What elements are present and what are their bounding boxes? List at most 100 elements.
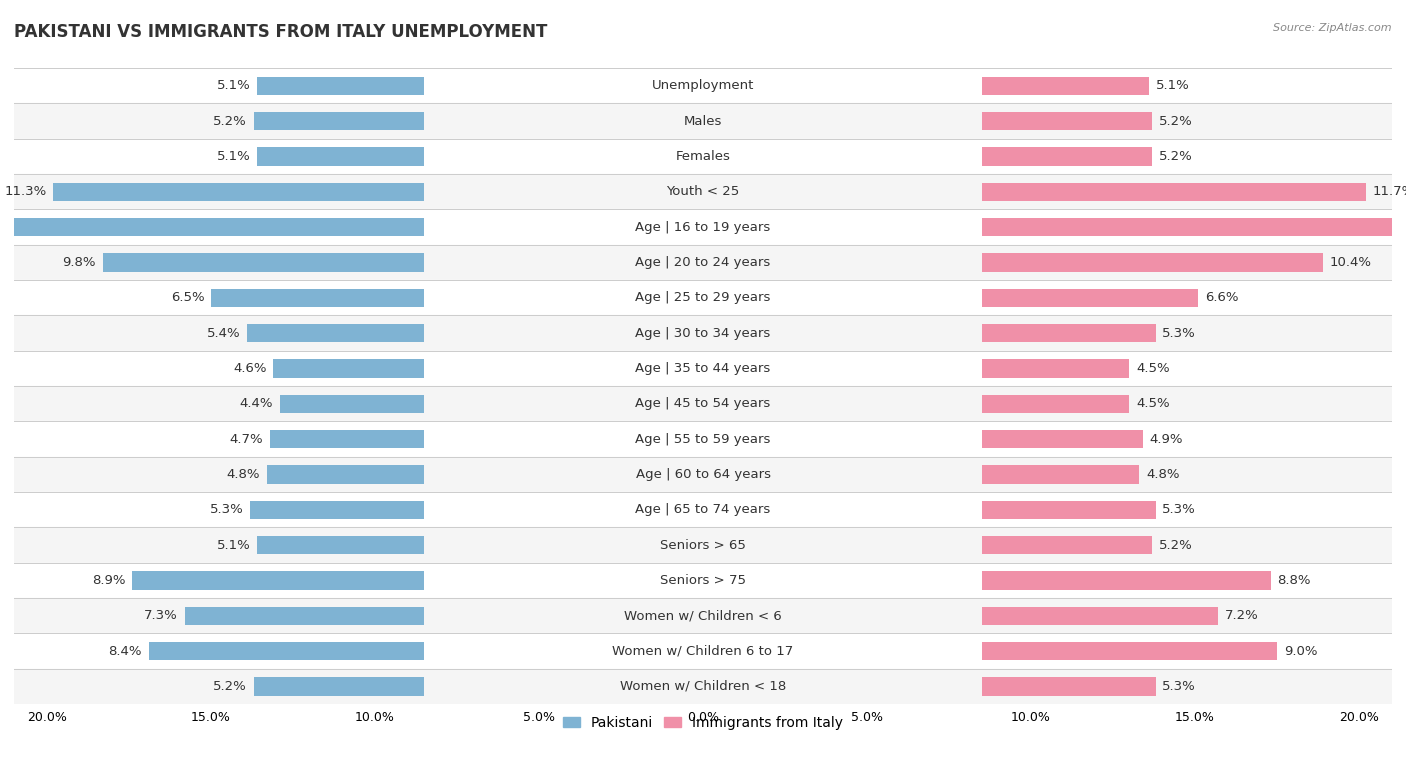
Text: Seniors > 65: Seniors > 65 xyxy=(659,538,747,552)
Text: 6.5%: 6.5% xyxy=(170,291,204,304)
Text: Age | 16 to 19 years: Age | 16 to 19 years xyxy=(636,220,770,234)
Text: 7.2%: 7.2% xyxy=(1225,609,1258,622)
Text: 4.9%: 4.9% xyxy=(1149,432,1182,446)
Text: 5.2%: 5.2% xyxy=(214,680,247,693)
Bar xyxy=(981,288,1198,307)
Text: Women w/ Children < 6: Women w/ Children < 6 xyxy=(624,609,782,622)
Bar xyxy=(0,174,1406,210)
Text: 5.2%: 5.2% xyxy=(1159,538,1192,552)
Bar xyxy=(184,606,425,625)
Bar xyxy=(0,492,1406,528)
Bar xyxy=(981,500,1156,519)
Bar xyxy=(0,139,1406,174)
Bar xyxy=(0,350,1406,386)
Bar xyxy=(211,288,425,307)
Text: Unemployment: Unemployment xyxy=(652,79,754,92)
Text: Source: ZipAtlas.com: Source: ZipAtlas.com xyxy=(1274,23,1392,33)
Bar xyxy=(0,634,1406,668)
Bar xyxy=(257,76,425,95)
Bar xyxy=(0,210,1406,245)
Text: 9.8%: 9.8% xyxy=(63,256,96,269)
Text: 4.5%: 4.5% xyxy=(1136,362,1170,375)
Text: Age | 60 to 64 years: Age | 60 to 64 years xyxy=(636,468,770,481)
Bar xyxy=(981,642,1277,660)
Bar xyxy=(0,386,1406,422)
Bar xyxy=(981,148,1153,166)
Bar xyxy=(981,678,1156,696)
Bar xyxy=(0,456,1406,492)
Bar xyxy=(270,430,425,448)
Bar xyxy=(0,316,1406,350)
Bar xyxy=(53,182,425,201)
Text: Females: Females xyxy=(675,150,731,163)
Bar xyxy=(0,245,1406,280)
Bar xyxy=(981,466,1139,484)
Bar xyxy=(0,422,1406,456)
Text: 9.0%: 9.0% xyxy=(1284,644,1317,658)
Text: Age | 20 to 24 years: Age | 20 to 24 years xyxy=(636,256,770,269)
Bar xyxy=(981,536,1153,554)
Bar xyxy=(132,572,425,590)
Bar xyxy=(981,218,1406,236)
Text: 4.7%: 4.7% xyxy=(229,432,263,446)
Bar xyxy=(0,280,1406,316)
Legend: Pakistani, Immigrants from Italy: Pakistani, Immigrants from Italy xyxy=(558,710,848,735)
Text: 4.8%: 4.8% xyxy=(1146,468,1180,481)
Text: 8.4%: 8.4% xyxy=(108,644,142,658)
Text: 5.3%: 5.3% xyxy=(209,503,243,516)
Text: Youth < 25: Youth < 25 xyxy=(666,185,740,198)
Bar xyxy=(981,606,1218,625)
Bar xyxy=(257,148,425,166)
Bar xyxy=(280,394,425,413)
Bar xyxy=(981,112,1153,130)
Text: 10.4%: 10.4% xyxy=(1330,256,1372,269)
Bar xyxy=(0,598,1406,634)
Bar xyxy=(981,572,1271,590)
Text: Males: Males xyxy=(683,114,723,128)
Bar xyxy=(273,360,425,378)
Text: Seniors > 75: Seniors > 75 xyxy=(659,574,747,587)
Bar xyxy=(0,218,425,236)
Bar xyxy=(981,182,1365,201)
Bar xyxy=(0,68,1406,104)
Text: 5.2%: 5.2% xyxy=(1159,150,1192,163)
Text: Women w/ Children < 18: Women w/ Children < 18 xyxy=(620,680,786,693)
Bar xyxy=(253,112,425,130)
Text: 11.7%: 11.7% xyxy=(1372,185,1406,198)
Text: Age | 35 to 44 years: Age | 35 to 44 years xyxy=(636,362,770,375)
Bar xyxy=(981,324,1156,342)
Text: Age | 30 to 34 years: Age | 30 to 34 years xyxy=(636,326,770,340)
Text: 5.3%: 5.3% xyxy=(1163,326,1197,340)
Bar xyxy=(981,76,1149,95)
Bar xyxy=(981,254,1323,272)
Bar xyxy=(981,360,1129,378)
Bar xyxy=(0,528,1406,562)
Text: 5.1%: 5.1% xyxy=(217,538,250,552)
Text: 4.5%: 4.5% xyxy=(1136,397,1170,410)
Text: Age | 65 to 74 years: Age | 65 to 74 years xyxy=(636,503,770,516)
Text: 7.3%: 7.3% xyxy=(145,609,179,622)
Text: 5.2%: 5.2% xyxy=(1159,114,1192,128)
Text: Age | 55 to 59 years: Age | 55 to 59 years xyxy=(636,432,770,446)
Text: Age | 45 to 54 years: Age | 45 to 54 years xyxy=(636,397,770,410)
Bar xyxy=(0,562,1406,598)
Bar xyxy=(981,394,1129,413)
Text: 4.6%: 4.6% xyxy=(233,362,267,375)
Bar xyxy=(149,642,425,660)
Text: 5.1%: 5.1% xyxy=(1156,79,1189,92)
Text: Age | 25 to 29 years: Age | 25 to 29 years xyxy=(636,291,770,304)
Bar xyxy=(253,678,425,696)
Text: 5.1%: 5.1% xyxy=(217,150,250,163)
Text: Women w/ Children 6 to 17: Women w/ Children 6 to 17 xyxy=(613,644,793,658)
Bar xyxy=(103,254,425,272)
Text: 4.4%: 4.4% xyxy=(240,397,273,410)
Bar xyxy=(981,430,1143,448)
Text: 5.3%: 5.3% xyxy=(1163,503,1197,516)
Bar xyxy=(0,104,1406,139)
Bar xyxy=(0,668,1406,704)
Bar xyxy=(257,536,425,554)
Bar xyxy=(250,500,425,519)
Bar xyxy=(267,466,425,484)
Text: 11.3%: 11.3% xyxy=(4,185,46,198)
Bar xyxy=(247,324,425,342)
